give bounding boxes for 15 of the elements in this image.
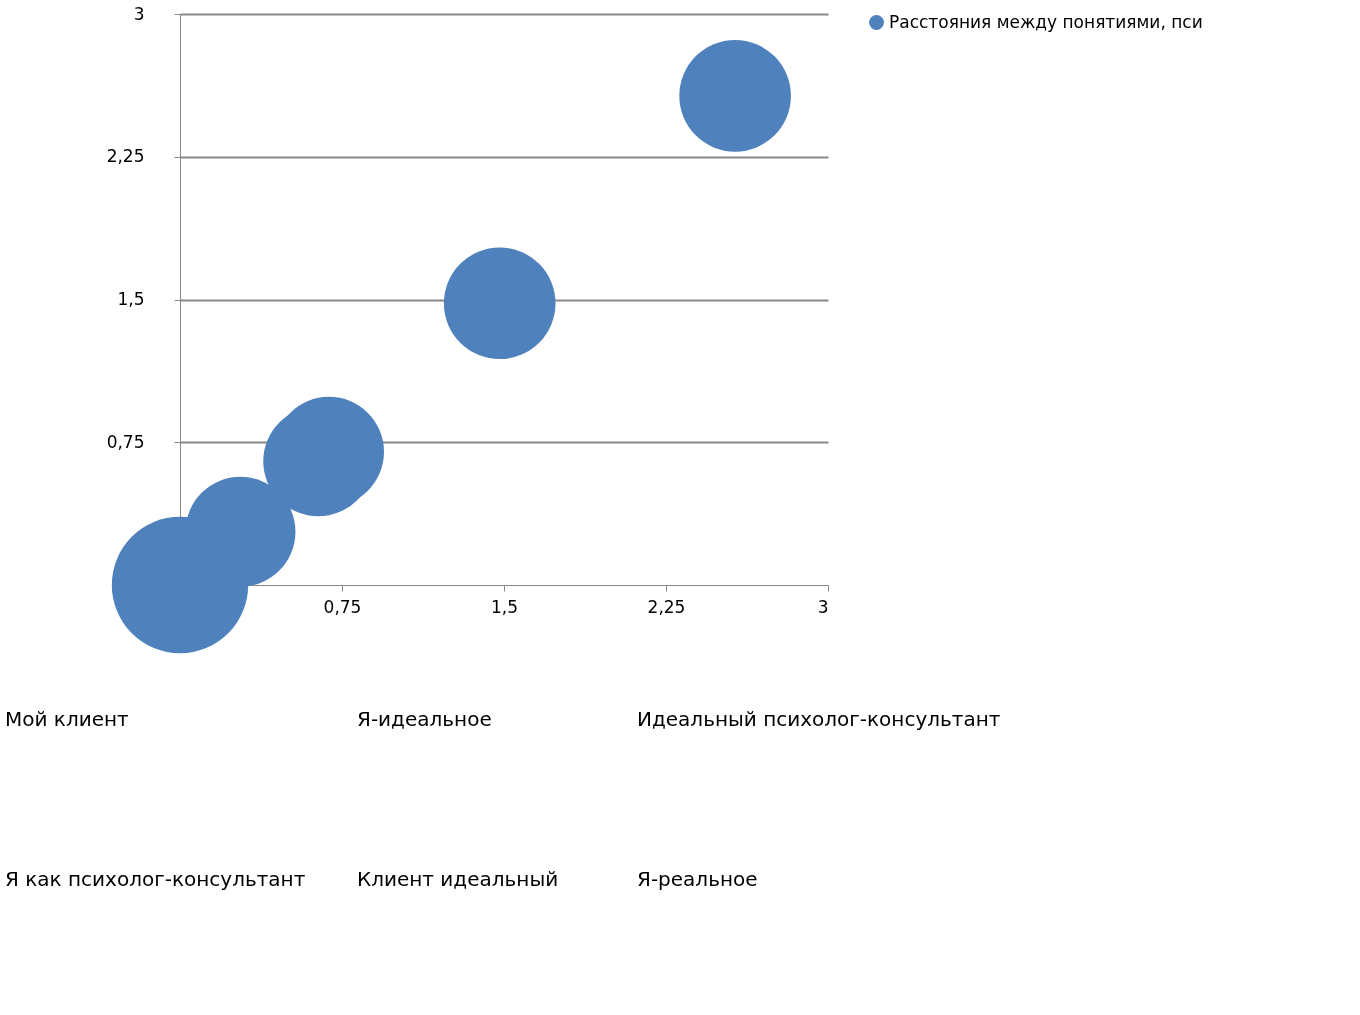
y-tick-label: 2,25 — [106, 146, 145, 167]
x-tick-label: 3 — [817, 596, 829, 617]
text: Я-реальное — [637, 867, 758, 891]
x-tick-label: 2,25 — [647, 596, 686, 617]
text: Идеальный психолог-консультант — [637, 707, 1001, 731]
x-tick-label: 0,75 — [323, 596, 362, 617]
text: Я как психолог-консультант — [5, 867, 306, 891]
text: Я-идеальное — [357, 707, 492, 731]
y-tick-label: 3 — [133, 3, 145, 24]
x-tick-label: 1,5 — [490, 596, 519, 617]
y-tick-label: 1,5 — [117, 289, 145, 309]
y-tick-label: 0,75 — [106, 431, 145, 452]
legend-label: Расстояния между понятиями, пси — [889, 11, 1203, 32]
text: Мой клиент — [5, 707, 130, 731]
text: Клиент идеальный — [357, 867, 559, 891]
